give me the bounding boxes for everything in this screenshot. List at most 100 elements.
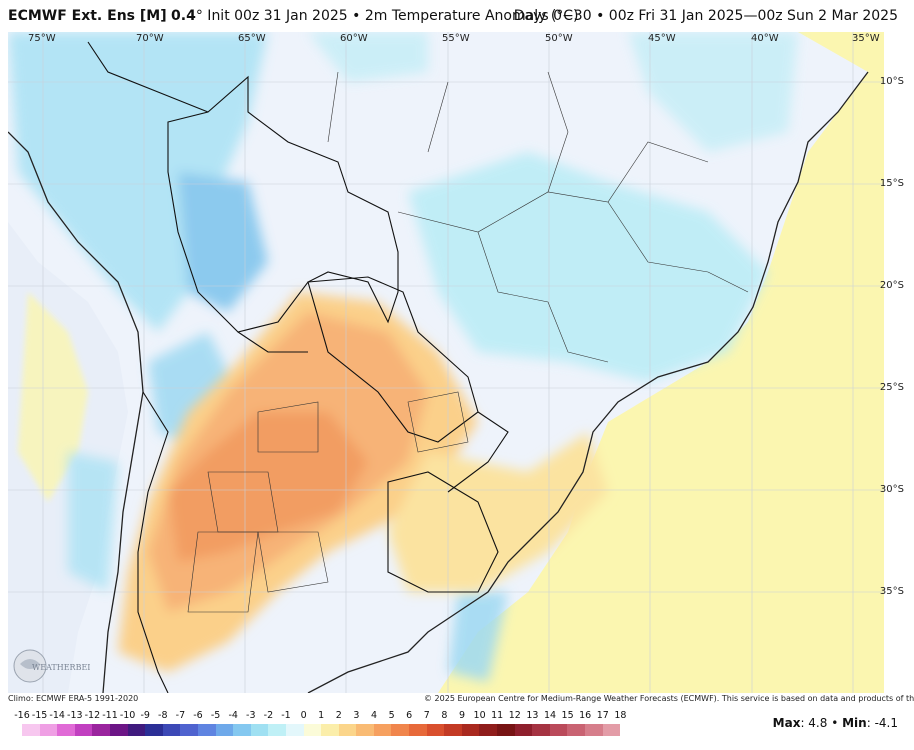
map-title: ECMWF Ext. Ens [M] 0.4° Init 00z 31 Jan … xyxy=(8,8,579,24)
min-label: Min xyxy=(842,716,867,730)
colorbar-tick-label: 11 xyxy=(491,710,504,721)
colorbar-tick-label: -1 xyxy=(281,710,291,721)
colorbar-tick-label: -16 xyxy=(14,710,30,721)
country-borders xyxy=(87,41,509,693)
colorbar-tick-label: 15 xyxy=(561,710,574,721)
lat-label-20s: 20°S xyxy=(879,280,904,291)
copyright-notice: © 2025 European Centre for Medium-Range … xyxy=(424,694,914,703)
colorbar-segment xyxy=(74,724,93,736)
colorbar-tick-label: -7 xyxy=(175,710,186,721)
colorbar-segment xyxy=(444,724,462,736)
lon-label-60w: 60°W xyxy=(340,33,368,44)
colorbar-tick-label: -5 xyxy=(210,710,221,721)
lat-label-15s: 15°S xyxy=(879,178,904,189)
colorbar-segment xyxy=(162,724,181,736)
colorbar-tick-label: 17 xyxy=(596,710,609,721)
lon-label-35w: 35°W xyxy=(852,33,880,44)
colorbar-segment xyxy=(426,724,445,736)
colorbar-tick-label: -2 xyxy=(263,710,274,721)
colorbar-segment xyxy=(180,724,198,736)
colorbar-segment xyxy=(233,724,251,736)
model-name: ECMWF Ext. Ens [M] xyxy=(8,8,167,24)
title-description: ° Init 00z 31 Jan 2025 • 2m Temperature … xyxy=(195,8,579,24)
colorbar-segment xyxy=(461,724,480,736)
colorbar-tick-label: 12 xyxy=(508,710,521,721)
model-resolution: 0.4 xyxy=(171,8,196,24)
colorbar-tick-label: 7 xyxy=(423,710,430,721)
lat-label-35s: 35°S xyxy=(879,586,904,597)
colorbar-segment xyxy=(585,724,603,736)
colorbar-ticks: -16 -15 -14 -13 -12 -11 -10 -9 -8 -7 -6 -5 -4 -3 -2 -1 0… xyxy=(14,710,674,722)
climo-source: Climo: ECMWF ERA-5 1991-2020 xyxy=(8,694,139,703)
colorbar-tick-label: -12 xyxy=(84,710,101,721)
anomaly-map xyxy=(8,32,884,693)
colorbar-segment xyxy=(109,724,128,736)
colorbar xyxy=(22,724,621,736)
colorbar-segment xyxy=(127,724,146,736)
colorbar-segment xyxy=(356,724,374,736)
pacific-warm-patch xyxy=(18,292,88,502)
lon-label-45w: 45°W xyxy=(648,33,676,44)
lat-label-10s: 10°S xyxy=(879,76,904,87)
atlantic-coastline xyxy=(307,71,869,693)
state-borders xyxy=(187,71,749,613)
colorbar-segment xyxy=(567,724,585,736)
colorbar-tick-label: 8 xyxy=(441,710,448,721)
colorbar-tick-label: -10 xyxy=(119,710,136,721)
colorbar-segment xyxy=(303,724,322,736)
ocean-warm-area xyxy=(438,32,884,693)
pacific-coastline xyxy=(8,131,144,693)
colorbar-segment xyxy=(409,724,427,736)
colorbar-tick-label: 6 xyxy=(406,710,413,721)
colorbar-tick-label: -3 xyxy=(246,710,256,721)
colorbar-tick-label: 13 xyxy=(526,710,539,721)
min-value: -4.1 xyxy=(874,716,898,730)
max-label: Max xyxy=(772,716,801,730)
header: ECMWF Ext. Ens [M] 0.4° Init 00z 31 Jan … xyxy=(0,0,914,32)
colorbar-segment xyxy=(197,724,216,736)
lon-label-50w: 50°W xyxy=(545,33,573,44)
colorbar-segment xyxy=(57,724,75,736)
colorbar-segment xyxy=(602,724,621,736)
colorbar-tick-label: 4 xyxy=(370,710,378,721)
colorbar-tick-label: -6 xyxy=(193,710,203,721)
logo-icon: WEATHERBELL xyxy=(13,649,99,683)
colorbar-segment xyxy=(373,724,392,736)
colorbar-tick-label: -11 xyxy=(102,710,118,721)
colorbar-tick-label: 9 xyxy=(458,710,466,721)
colorbar-tick-label: 3 xyxy=(353,710,360,721)
colorbar-tick-label: -9 xyxy=(140,710,150,721)
valid-period: Days 0−30 • 00z Fri 31 Jan 2025—00z Sun … xyxy=(513,8,898,24)
colorbar-tick-label: 5 xyxy=(388,710,395,721)
colorbar-tick-label: -15 xyxy=(31,710,48,721)
cool-anomaly-areas xyxy=(8,32,798,682)
colorbar-segment xyxy=(92,724,110,736)
colorbar-segment xyxy=(532,724,550,736)
max-min-readout: Max: 4.8 • Min: -4.1 xyxy=(772,716,898,730)
colorbar-tick-label: -8 xyxy=(158,710,168,721)
colorbar-segment xyxy=(39,724,58,736)
colorbar-segment xyxy=(215,724,234,736)
graticule xyxy=(8,32,884,693)
logo-text: WEATHERBELL xyxy=(32,663,90,672)
map-area xyxy=(8,32,884,693)
max-value: 4.8 xyxy=(808,716,828,730)
colorbar-tick-label: 16 xyxy=(579,710,592,721)
lat-label-25s: 25°S xyxy=(879,382,904,393)
colorbar-tick-label: -13 xyxy=(67,710,83,721)
colorbar-tick-label: 1 xyxy=(318,710,325,721)
lon-label-75w: 75°W xyxy=(28,33,56,44)
colorbar-segment xyxy=(22,724,40,736)
colorbar-segment xyxy=(497,724,515,736)
lon-label-40w: 40°W xyxy=(751,33,779,44)
colorbar-tick-label: -4 xyxy=(228,710,238,721)
colorbar-tick-label: -14 xyxy=(49,710,65,721)
colorbar-tick-label: 0 xyxy=(300,710,307,721)
colorbar-tick-label: 18 xyxy=(614,710,627,721)
colorbar-segment xyxy=(514,724,533,736)
colorbar-segment xyxy=(338,724,357,736)
lon-label-55w: 55°W xyxy=(442,33,470,44)
colorbar-segment xyxy=(321,724,339,736)
colorbar-segment xyxy=(145,724,163,736)
lon-label-65w: 65°W xyxy=(238,33,266,44)
